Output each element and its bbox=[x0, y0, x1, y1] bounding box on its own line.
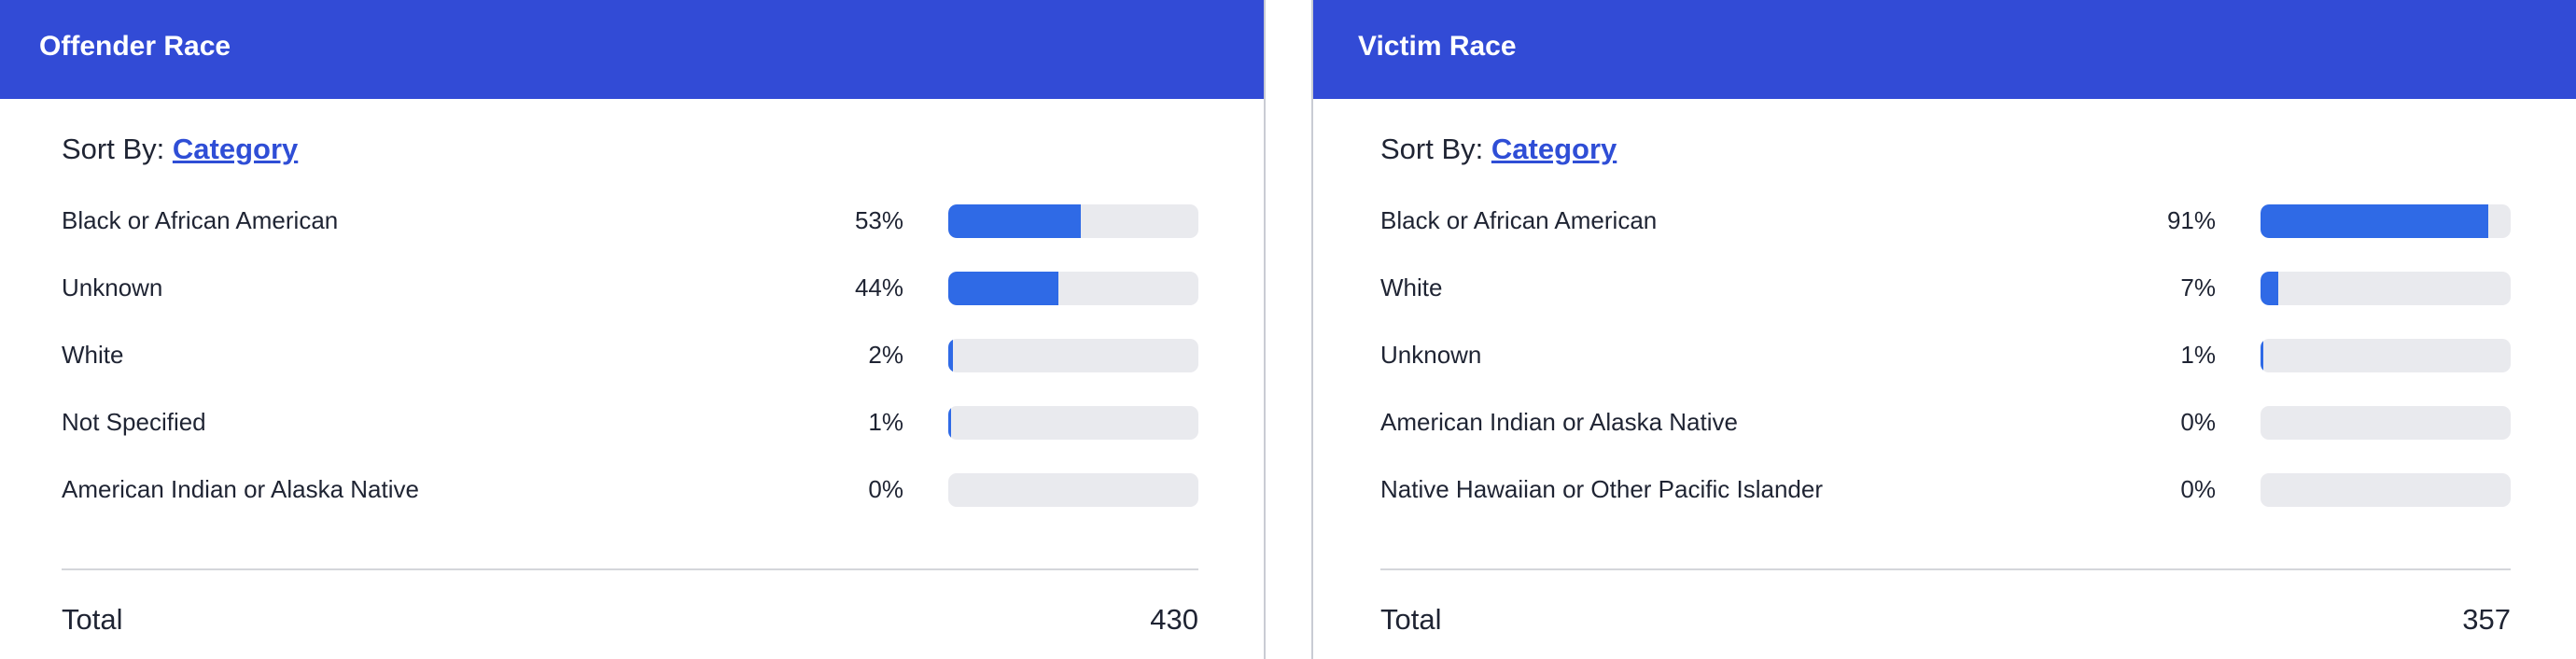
row: Black or African American 91% bbox=[1380, 204, 2511, 238]
bar-track bbox=[948, 272, 1198, 305]
row-percent: 91% bbox=[2166, 206, 2216, 234]
panel-title: Victim Race bbox=[1313, 0, 2576, 99]
row: American Indian or Alaska Native 0% bbox=[62, 473, 1198, 507]
total-label: Total bbox=[62, 603, 123, 636]
bar-track bbox=[2261, 473, 2511, 507]
bar-track bbox=[2261, 406, 2511, 440]
row-label: White bbox=[62, 341, 124, 369]
panel-title: Offender Race bbox=[0, 0, 1264, 99]
row-percent: 0% bbox=[868, 475, 903, 503]
bar bbox=[948, 272, 1058, 305]
bar-track bbox=[2261, 272, 2511, 305]
total-value: 430 bbox=[1150, 603, 1198, 636]
sort-control: Sort By: Category bbox=[62, 133, 298, 166]
row: Native Hawaiian or Other Pacific Islande… bbox=[1380, 473, 2511, 507]
bar-track bbox=[2261, 204, 2511, 238]
bar bbox=[2261, 339, 2263, 372]
bar-track bbox=[2261, 339, 2511, 372]
row-percent: 0% bbox=[2180, 475, 2216, 503]
row-label: American Indian or Alaska Native bbox=[1380, 408, 1738, 436]
row-label: Native Hawaiian or Other Pacific Islande… bbox=[1380, 475, 1823, 503]
total-value: 357 bbox=[2462, 603, 2511, 636]
row-percent: 1% bbox=[2180, 341, 2216, 369]
row: American Indian or Alaska Native 0% bbox=[1380, 406, 2511, 440]
sort-link[interactable]: Category bbox=[172, 133, 299, 165]
row-label: Unknown bbox=[62, 273, 163, 301]
bar bbox=[2261, 204, 2488, 238]
panel: Victim Race Sort By: Category Black or Afr… bbox=[1311, 0, 2576, 659]
bar bbox=[948, 339, 954, 372]
bar-track bbox=[948, 406, 1198, 440]
row-percent: 7% bbox=[2180, 273, 2216, 301]
row-label: Black or African American bbox=[62, 206, 339, 234]
row-label: Unknown bbox=[1380, 341, 1482, 369]
bar bbox=[948, 204, 1082, 238]
row-percent: 1% bbox=[868, 408, 903, 436]
panel: Offender Race Sort By: Category Black or A… bbox=[0, 0, 1266, 659]
total-label: Total bbox=[1380, 603, 1442, 636]
sort-label: Sort By: bbox=[1380, 133, 1484, 165]
row: Unknown 1% bbox=[1380, 339, 2511, 372]
row-percent: 2% bbox=[868, 341, 903, 369]
row: Black or African American 53% bbox=[62, 204, 1198, 238]
bar bbox=[2261, 272, 2278, 305]
divider bbox=[62, 568, 1198, 570]
row-label: Black or African American bbox=[1380, 206, 1658, 234]
row-percent: 0% bbox=[2180, 408, 2216, 436]
row: Unknown 44% bbox=[62, 272, 1198, 305]
sort-control: Sort By: Category bbox=[1380, 133, 1617, 166]
bar-track bbox=[948, 339, 1198, 372]
row-label: American Indian or Alaska Native bbox=[62, 475, 419, 503]
row-percent: 44% bbox=[854, 273, 903, 301]
bar-track bbox=[948, 204, 1198, 238]
row-label: White bbox=[1380, 273, 1443, 301]
row-label: Not Specified bbox=[62, 408, 206, 436]
divider bbox=[1380, 568, 2511, 570]
row-percent: 53% bbox=[854, 206, 903, 234]
row: Not Specified 1% bbox=[62, 406, 1198, 440]
sort-label: Sort By: bbox=[62, 133, 165, 165]
bar bbox=[948, 406, 951, 440]
row: White 2% bbox=[62, 339, 1198, 372]
row: White 7% bbox=[1380, 272, 2511, 305]
bar-track bbox=[948, 473, 1198, 507]
sort-link[interactable]: Category bbox=[1491, 133, 1617, 165]
